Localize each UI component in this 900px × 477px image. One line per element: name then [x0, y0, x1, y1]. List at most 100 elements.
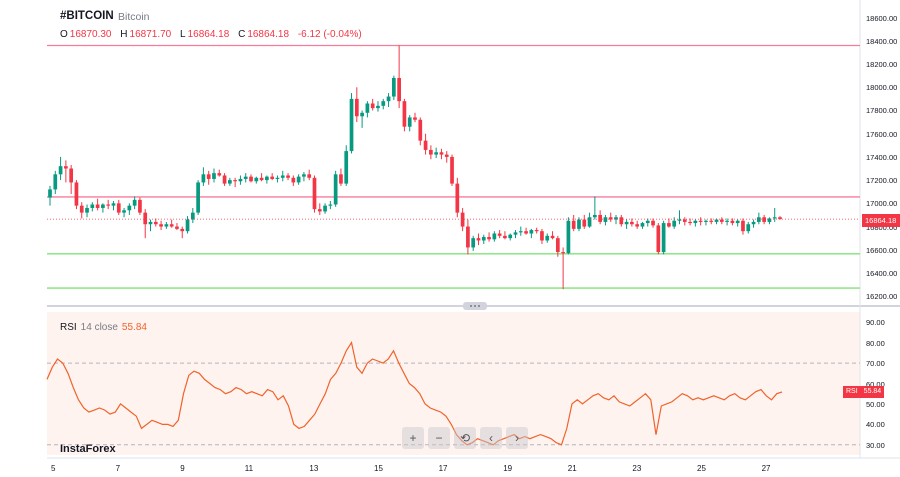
- price-axis-tick-label: 17400.00: [866, 152, 898, 162]
- zoom-out-button[interactable]: −: [428, 427, 450, 449]
- time-axis-tick-label: 7: [115, 464, 121, 473]
- candle-body: [206, 174, 211, 179]
- rsi-axis-tick-label: 80.00: [866, 338, 885, 348]
- time-axis-tick-label: 19: [503, 464, 513, 473]
- candle-body: [608, 217, 613, 220]
- brand-watermark: InstaForex: [60, 443, 116, 455]
- candle-body: [487, 236, 491, 240]
- time-axis-tick-label: 25: [697, 464, 706, 473]
- candle-body: [746, 224, 751, 232]
- rsi-axis-tick-label: 70.00: [866, 359, 885, 369]
- candle-body: [196, 182, 200, 213]
- candle-body: [323, 205, 327, 212]
- candle-body: [518, 231, 523, 233]
- candle-body: [582, 219, 587, 227]
- candle-body: [630, 221, 634, 225]
- price-axis-tick-label: 17200.00: [866, 176, 898, 186]
- scroll-right-button[interactable]: ›: [506, 427, 528, 449]
- time-axis-tick-label: 17: [438, 464, 448, 473]
- candle-body: [418, 119, 423, 141]
- candle-body: [317, 209, 322, 212]
- price-axis-tick-label: 16800.00: [866, 222, 898, 232]
- candle-body: [228, 180, 232, 184]
- candle-body: [201, 174, 206, 183]
- chart-nav-controls: + − ⟲ ‹ ›: [402, 427, 528, 449]
- candle-body: [767, 218, 772, 222]
- pane-resize-handle[interactable]: [463, 302, 487, 310]
- candle-body: [391, 77, 396, 97]
- reset-chart-button[interactable]: ⟲: [454, 427, 476, 449]
- candle-body: [619, 217, 624, 225]
- candle-body: [577, 219, 581, 229]
- candle-body: [566, 220, 571, 254]
- candle-body: [503, 235, 507, 239]
- candle-body: [275, 177, 280, 179]
- price-axis-tick-label: 18200.00: [866, 60, 898, 70]
- scroll-left-button[interactable]: ‹: [480, 427, 502, 449]
- candle-body: [704, 220, 708, 222]
- candle-body: [111, 203, 116, 206]
- candle-body: [624, 221, 629, 225]
- candle-body: [254, 177, 259, 182]
- candle-body: [672, 220, 677, 227]
- candle-body: [656, 225, 661, 253]
- time-axis-tick-label: 11: [244, 464, 254, 473]
- candle-body: [714, 219, 719, 222]
- candle-body: [53, 174, 58, 190]
- price-axis-tick-label: 17600.00: [866, 129, 898, 139]
- candle-body: [190, 212, 195, 220]
- candle-body: [370, 103, 375, 109]
- price-axis-tick-label: 18400.00: [866, 36, 898, 46]
- candle-body: [603, 217, 608, 222]
- rsi-legend[interactable]: RSI 14 close 55.84: [60, 322, 147, 333]
- candle-body: [434, 152, 439, 155]
- time-axis-tick-label: 15: [374, 464, 383, 473]
- rsi-axis-tick-label: 30.00: [866, 440, 885, 450]
- candle-body: [561, 252, 565, 254]
- candle-body: [69, 168, 74, 183]
- candle-body: [529, 230, 534, 234]
- candle-body: [354, 98, 359, 117]
- candle-body: [593, 214, 597, 218]
- ohlc-open-label: O: [60, 29, 68, 40]
- price-axis-tick-label: 18600.00: [866, 13, 898, 23]
- rsi-axis-tick-label: 60.00: [866, 379, 885, 389]
- ohlc-close-label: C: [238, 29, 246, 40]
- candle-body: [127, 205, 132, 211]
- candle-body: [735, 220, 740, 224]
- rsi-pane-background: [47, 312, 860, 455]
- candle-body: [429, 149, 433, 155]
- time-axis-tick-label: 21: [567, 464, 577, 473]
- candle-body: [185, 219, 190, 232]
- candle-body: [555, 238, 560, 253]
- zoom-in-button[interactable]: +: [402, 427, 424, 449]
- candle-body: [217, 173, 222, 176]
- candle-body: [540, 231, 544, 241]
- candle-body: [153, 221, 158, 225]
- price-axis-tick-label: 17000.00: [866, 199, 898, 209]
- candle-body: [709, 220, 714, 222]
- candle-body: [164, 224, 169, 227]
- rsi-axis-tick-label: 90.00: [866, 318, 885, 328]
- candle-body: [95, 204, 100, 208]
- candle-body: [466, 226, 470, 248]
- candle-body: [360, 112, 364, 117]
- candle-body: [651, 220, 655, 226]
- price-axis-tick-label: 16400.00: [866, 268, 898, 278]
- candle-body: [307, 174, 312, 178]
- rsi-tag-value: 55.84: [863, 387, 882, 395]
- candle-body: [756, 217, 761, 222]
- candle-body: [423, 140, 428, 150]
- rsi-value-tag: RSI 55.84: [843, 385, 885, 398]
- candle-body: [376, 105, 380, 109]
- candle-body: [524, 231, 528, 234]
- candle-body: [85, 207, 89, 213]
- candle-body: [101, 204, 105, 208]
- candle-body: [741, 220, 745, 232]
- candle-body: [778, 217, 782, 220]
- candle-body: [175, 226, 179, 229]
- candle-body: [233, 180, 237, 182]
- candle-body: [286, 175, 290, 178]
- candle-body: [64, 166, 68, 169]
